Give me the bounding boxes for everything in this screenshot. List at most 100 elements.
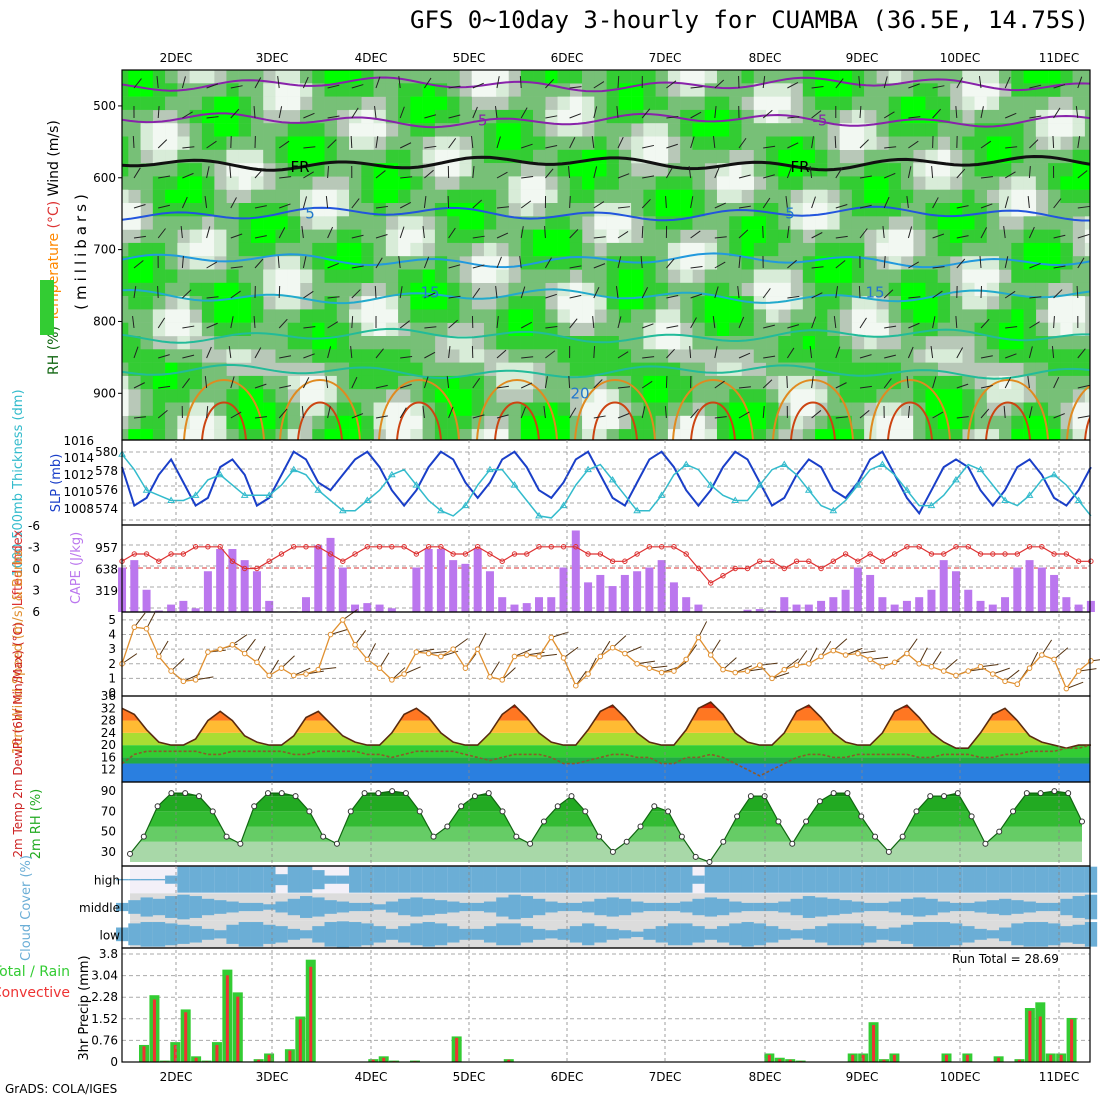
rh-cell	[165, 402, 178, 416]
rh-cell	[766, 83, 779, 97]
wind-barb	[1028, 346, 1033, 359]
cloud-bar	[999, 898, 1012, 916]
wind-barb	[494, 106, 498, 119]
rh-cell	[152, 123, 166, 137]
rh-cell	[508, 229, 521, 244]
rh-cell	[569, 70, 583, 84]
rh2m-point	[402, 790, 409, 797]
rh-cell	[827, 336, 840, 350]
rh-cell	[716, 123, 730, 137]
rh-cell	[913, 309, 926, 323]
rh-cell	[974, 402, 988, 416]
rh-cell	[778, 149, 791, 164]
rh-cell	[385, 83, 399, 97]
wind-barb	[520, 286, 526, 299]
wind-barb	[496, 206, 509, 209]
rh-cell	[716, 282, 730, 297]
wind-barb	[1052, 135, 1055, 149]
cloud-bar	[900, 898, 914, 916]
rh-cell	[349, 176, 362, 190]
wind10-point	[192, 677, 199, 683]
rh-cell	[631, 109, 644, 124]
cloud-bar	[729, 901, 742, 913]
wind10-barb	[943, 658, 958, 672]
rh-cell	[741, 109, 754, 124]
wind10-barb	[391, 667, 406, 681]
rh-cell	[962, 402, 975, 416]
rh-cell	[815, 296, 828, 310]
cloud-bar	[790, 866, 803, 893]
wind10-point	[609, 644, 616, 651]
rh-cell	[312, 149, 325, 164]
date-label-top: 11DEC	[1039, 51, 1079, 65]
rh-cell	[1023, 203, 1037, 217]
lifted-index-point	[990, 551, 996, 557]
wind10-point	[683, 656, 689, 663]
wind-barb	[278, 408, 288, 419]
thickness-marker	[829, 506, 838, 514]
rh2m-point	[209, 808, 216, 815]
rh-cell	[361, 309, 374, 323]
wind-barb	[666, 348, 675, 359]
rh2m-point	[582, 808, 589, 815]
rh-cell	[1011, 96, 1024, 111]
rh-cell	[263, 309, 276, 323]
rh-cell	[410, 269, 423, 283]
cloud-bar	[1072, 896, 1085, 918]
wind-barb	[762, 109, 773, 119]
rh-cell	[287, 296, 301, 310]
lifted-index-point	[732, 565, 738, 572]
rh-cell	[692, 336, 705, 350]
rh-cell	[753, 163, 767, 177]
wind-barb	[327, 84, 340, 89]
rh-cell	[312, 402, 325, 416]
rh-cell	[606, 176, 620, 190]
rh-cell	[790, 203, 804, 217]
thickness-marker	[142, 486, 151, 493]
rh2m-point	[195, 793, 202, 800]
lifted-index-point	[634, 551, 640, 557]
rh-cell	[937, 429, 951, 440]
rh-cell	[655, 322, 669, 337]
rh-cell	[410, 96, 423, 111]
rh-cell	[275, 176, 288, 190]
wind-barb	[980, 355, 993, 359]
rh-cell	[631, 96, 644, 111]
wind10-point	[671, 668, 677, 674]
rh-cell	[361, 242, 374, 257]
cloud-bar	[152, 878, 166, 881]
rh-cell	[851, 176, 865, 190]
rh-cell	[766, 402, 779, 416]
wind-barb	[351, 289, 361, 299]
rh-cell	[986, 322, 1000, 337]
cape-bar	[179, 600, 188, 612]
thickness-marker	[927, 501, 936, 509]
rh-cell	[999, 349, 1012, 363]
rh-cell	[1011, 123, 1024, 137]
rh-cell	[312, 309, 325, 323]
rh-cell	[214, 309, 227, 323]
wind-barb	[133, 260, 144, 269]
wind10-barb	[796, 650, 808, 666]
rh-cell	[238, 256, 252, 270]
rh2m-point	[1037, 790, 1044, 797]
cape-bar	[939, 560, 948, 612]
rh-cell	[888, 349, 902, 363]
rh-cell	[410, 216, 423, 230]
rh2m-point	[264, 790, 271, 797]
cloud-bar	[189, 866, 202, 893]
rh-cell	[827, 349, 840, 363]
cloud-bar	[250, 922, 264, 947]
wind-barb	[932, 85, 945, 89]
rh-cell	[766, 149, 779, 164]
wind-barb	[908, 261, 919, 269]
wind-barb	[206, 322, 218, 329]
rh-cell	[533, 149, 546, 164]
cloud-bar	[263, 924, 276, 944]
rh-cell	[827, 216, 840, 230]
cape-bar	[142, 589, 151, 612]
wind10-axis-label: 10m Wind Speed (m/s) & Barbs	[11, 549, 26, 754]
rh-cell	[520, 349, 534, 363]
rh-cell	[434, 203, 448, 217]
wind10-barb	[281, 655, 295, 669]
